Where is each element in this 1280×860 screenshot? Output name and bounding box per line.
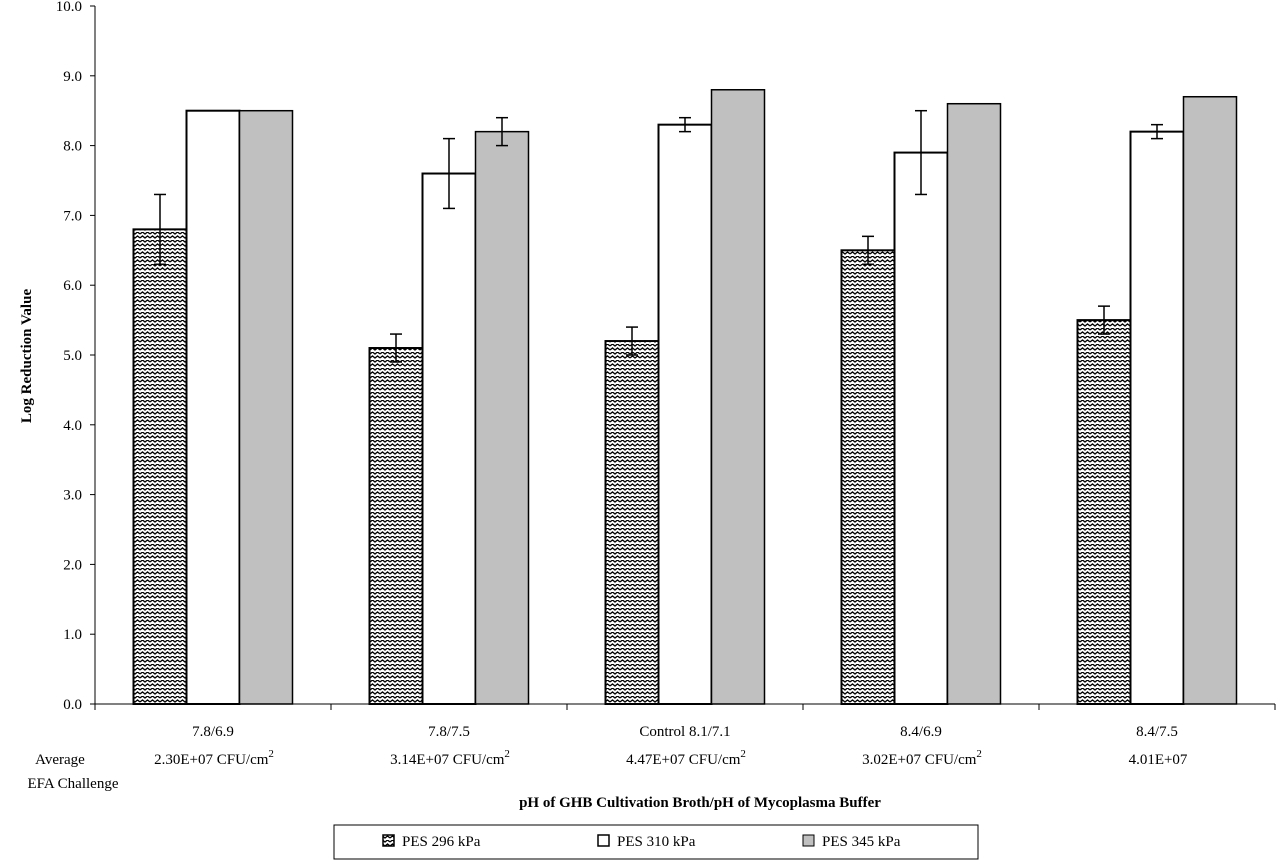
bar [1076, 319, 1132, 705]
y-axis-title: Log Reduction Value [19, 289, 35, 424]
x-tick-label: Control 8.1/7.1 [639, 724, 730, 740]
y-tick-label: 1.0 [63, 627, 82, 643]
bar [1182, 95, 1238, 705]
bar [840, 249, 896, 706]
x-axis-title: pH of GHB Cultivation Broth/pH of Mycopl… [519, 795, 881, 811]
bar [710, 89, 766, 705]
y-tick-label: 5.0 [63, 348, 82, 364]
challenge-value: 4.01E+07 [1129, 752, 1188, 768]
challenge-value: 4.47E+07 CFU/cm2 [626, 748, 746, 768]
bar [132, 228, 188, 706]
y-tick-label: 6.0 [63, 278, 82, 294]
y-tick-label: 3.0 [63, 488, 82, 504]
plot-area: 0.0 1.0 2.0 3.0 4.0 5.0 6.0 7.0 8.0 9.0 10.0 7.8/6.… [56, 0, 1276, 768]
y-tick-label: 2.0 [63, 557, 82, 573]
y-tick-label: 9.0 [63, 69, 82, 85]
legend-box [333, 824, 979, 860]
challenge-value: 3.14E+07 CFU/cm2 [390, 748, 510, 768]
legend-label-pes-345: PES 345 kPa [822, 834, 901, 850]
y-tick-label: 10.0 [56, 0, 82, 15]
legend-label-pes-296: PES 296 kPa [402, 834, 481, 850]
challenge-value: 3.02E+07 CFU/cm2 [862, 748, 982, 768]
legend-swatch-pes-310 [597, 834, 610, 847]
y-tick-label: 4.0 [63, 418, 82, 434]
bar [474, 130, 530, 705]
bar [893, 151, 949, 705]
y-tick-label: 0.0 [63, 697, 82, 713]
x-tick-label: 7.8/7.5 [428, 724, 470, 740]
x-tick-label: 7.8/6.9 [192, 724, 234, 740]
legend: PES 296 kPa PES 310 kPa PES 345 kPa [333, 824, 979, 860]
bar [185, 109, 241, 705]
legend-swatch-pes-345 [802, 834, 815, 847]
x-tick-label: 8.4/6.9 [900, 724, 942, 740]
bar [604, 340, 660, 705]
y-tick-label: 8.0 [63, 139, 82, 155]
challenge-label-line2: EFA Challenge [28, 776, 119, 792]
y-tick-label: 7.0 [63, 208, 82, 224]
bar [421, 172, 477, 705]
legend-swatch-pes-296 [382, 834, 395, 847]
bar [946, 102, 1002, 705]
legend-label-pes-310: PES 310 kPa [617, 834, 696, 850]
bar [368, 347, 424, 705]
bar [657, 123, 713, 706]
challenge-label-line1: Average [35, 752, 85, 768]
bar [1129, 130, 1185, 705]
challenge-value: 2.30E+07 CFU/cm2 [154, 748, 274, 768]
bar [238, 109, 294, 705]
x-tick-label: 8.4/7.5 [1136, 724, 1178, 740]
